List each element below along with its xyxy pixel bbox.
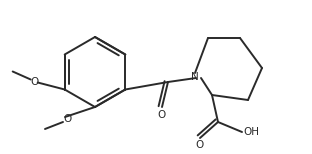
Text: O: O [63,114,71,124]
Text: N: N [191,72,199,82]
Text: O: O [31,77,39,87]
Text: O: O [157,110,165,120]
Text: O: O [195,140,203,150]
Text: OH: OH [243,127,259,137]
